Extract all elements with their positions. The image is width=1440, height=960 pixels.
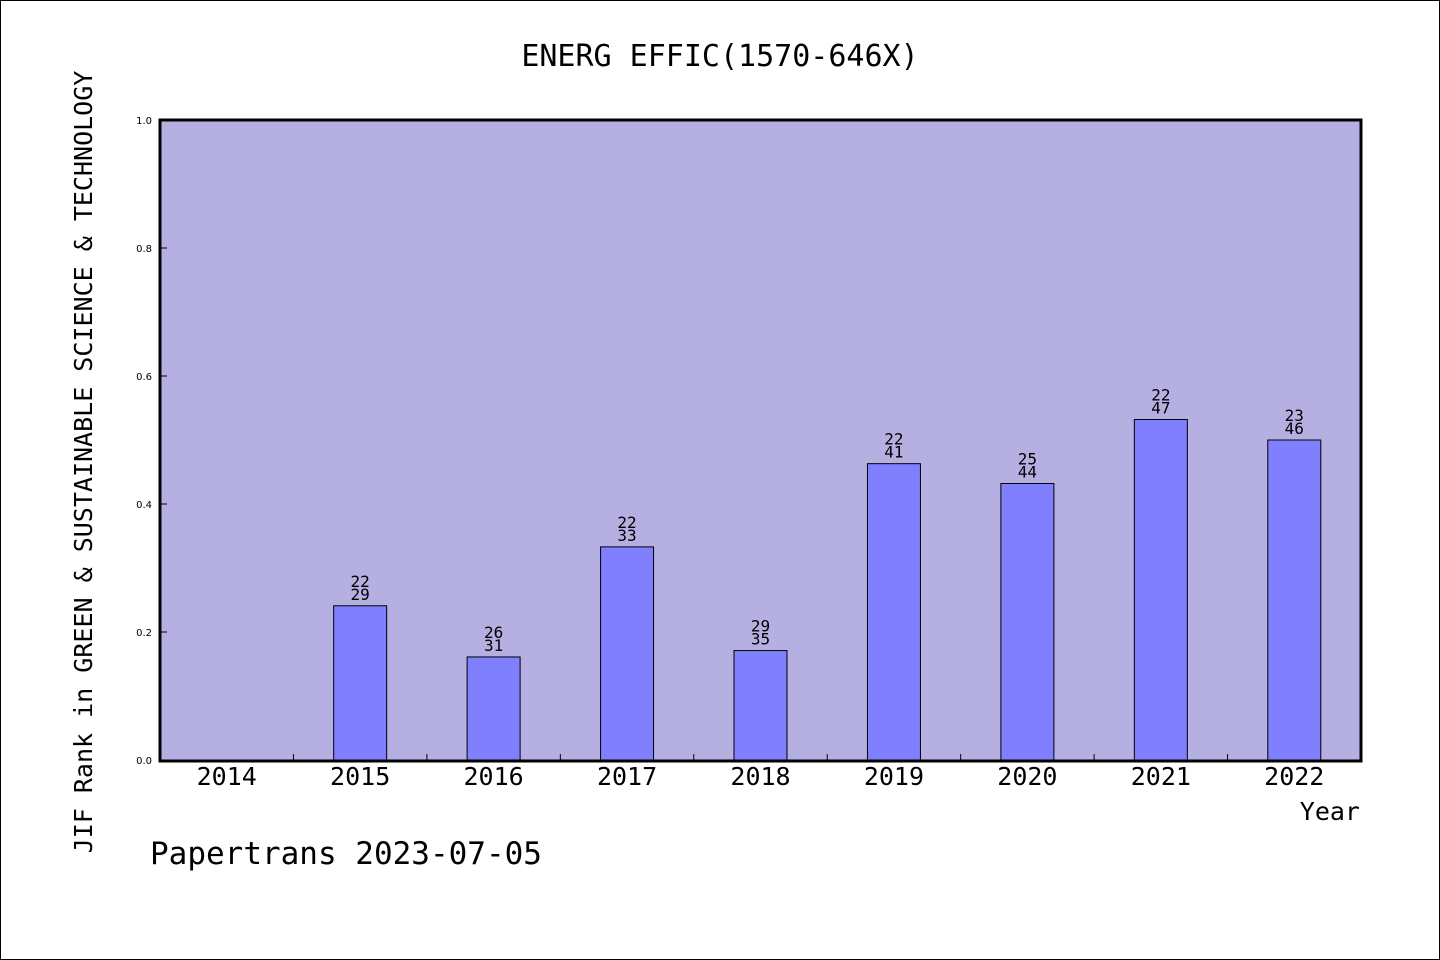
y-tick-label: 0.8	[136, 244, 152, 255]
x-tick-label: 2015	[330, 762, 390, 791]
bar-label-rank: 22	[1151, 386, 1170, 405]
bar-label-total: 41	[884, 443, 903, 462]
y-axis-label: JIF Rank in GREEN & SUSTAINABLE SCIENCE …	[69, 71, 98, 854]
x-tick-label: 2021	[1131, 762, 1191, 791]
y-tick-label: 0.4	[136, 500, 152, 511]
y-tick-label: 0.0	[136, 756, 152, 767]
bar-label-rank: 29	[751, 617, 770, 636]
x-tick-label: 2022	[1264, 762, 1324, 791]
bar-label-rank: 22	[884, 430, 903, 449]
bar-label-rank: 26	[484, 623, 503, 642]
bar-2019	[866, 463, 921, 761]
bar-label-total: 33	[617, 526, 636, 545]
bar-2017	[600, 546, 655, 761]
bar-label-rank: 25	[1018, 450, 1037, 469]
x-tick-label: 2016	[464, 762, 524, 791]
bar-label-total: 47	[1151, 399, 1170, 418]
bar-label-rank: 22	[617, 513, 636, 532]
bars-group	[333, 419, 1322, 761]
y-tick-label: 0.2	[136, 628, 152, 639]
bar-label-total: 44	[1018, 463, 1037, 482]
bar-2022	[1267, 439, 1322, 761]
bar-label-total: 35	[751, 630, 770, 649]
x-tick-label: 2019	[864, 762, 924, 791]
y-tick-label: 0.6	[136, 372, 152, 383]
bar-2016	[466, 656, 521, 761]
bar-label-rank: 22	[351, 572, 370, 591]
bar-2020	[1000, 483, 1055, 761]
bar-label-total: 46	[1285, 419, 1304, 438]
bar-label-total: 31	[484, 636, 503, 655]
bar-label-rank: 23	[1285, 406, 1304, 425]
plot-border	[158, 118, 1363, 763]
bar-2015	[333, 605, 388, 761]
x-axis-label: Year	[1300, 797, 1360, 826]
x-tick-label: 2014	[197, 762, 257, 791]
x-tick-label: 2017	[597, 762, 657, 791]
x-tick-label: 2018	[730, 762, 790, 791]
bar-label-total: 29	[351, 585, 370, 604]
footer-credit: Papertrans 2023-07-05	[150, 836, 542, 872]
chart-title: ENERG EFFIC(1570-646X)	[521, 39, 918, 74]
x-tick-label: 2020	[997, 762, 1057, 791]
y-tick-label: 1.0	[136, 116, 152, 127]
bar-2021	[1133, 419, 1188, 761]
x-ticks-group: 2014 2015 2016 2017 2018 2019 2020 2021 2022	[197, 754, 1324, 791]
bar-2018	[733, 650, 788, 761]
